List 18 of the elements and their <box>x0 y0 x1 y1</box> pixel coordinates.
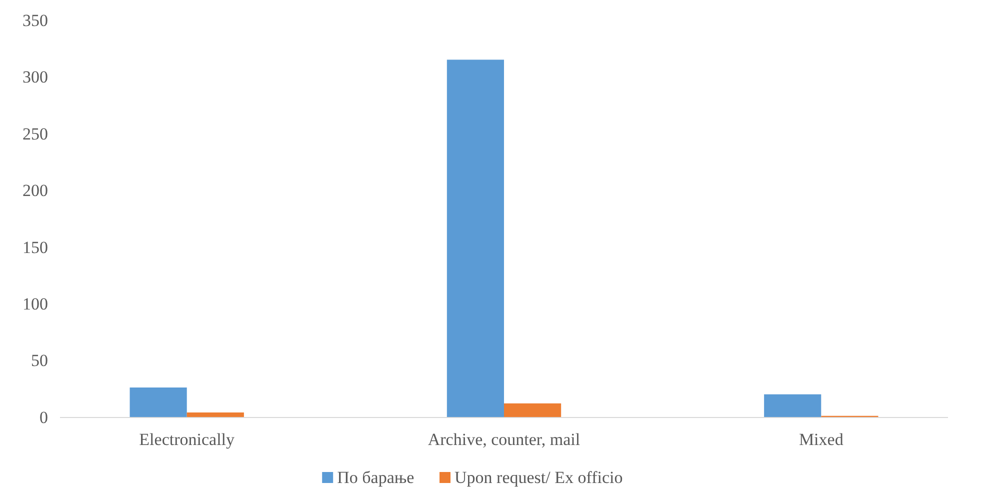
bar <box>186 412 244 417</box>
bar <box>446 60 504 417</box>
y-tick-label: 300 <box>22 68 48 87</box>
y-tick-label: 150 <box>22 238 48 257</box>
y-tick-label: 250 <box>22 124 48 144</box>
y-tick-label: 0 <box>40 408 48 427</box>
bar <box>504 403 562 417</box>
y-tick-label: 50 <box>31 351 48 370</box>
bar <box>764 394 822 417</box>
x-tick-label: Electronically <box>139 430 236 449</box>
legend-label: По барање <box>337 468 414 487</box>
y-tick-label: 100 <box>22 294 48 314</box>
legend-label: Upon request/ Ex officio <box>454 468 623 487</box>
y-tick-label: 200 <box>22 181 48 200</box>
x-tick-label: Mixed <box>798 430 844 449</box>
y-tick-label: 350 <box>22 10 48 30</box>
bar <box>130 388 187 417</box>
x-tick-label: Archive, counter, mail <box>428 430 580 449</box>
